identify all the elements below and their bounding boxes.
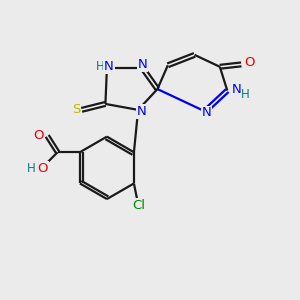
Text: N: N [104,60,114,73]
Text: O: O [34,129,44,142]
Text: N: N [137,105,147,118]
Text: H: H [27,162,36,175]
Text: O: O [244,56,255,69]
Text: S: S [72,103,80,116]
Text: Cl: Cl [133,199,146,212]
Text: H: H [96,60,105,73]
Text: N: N [138,58,147,71]
Text: O: O [38,162,48,175]
Text: H: H [241,88,250,100]
Text: N: N [202,106,211,119]
Text: N: N [231,82,241,96]
